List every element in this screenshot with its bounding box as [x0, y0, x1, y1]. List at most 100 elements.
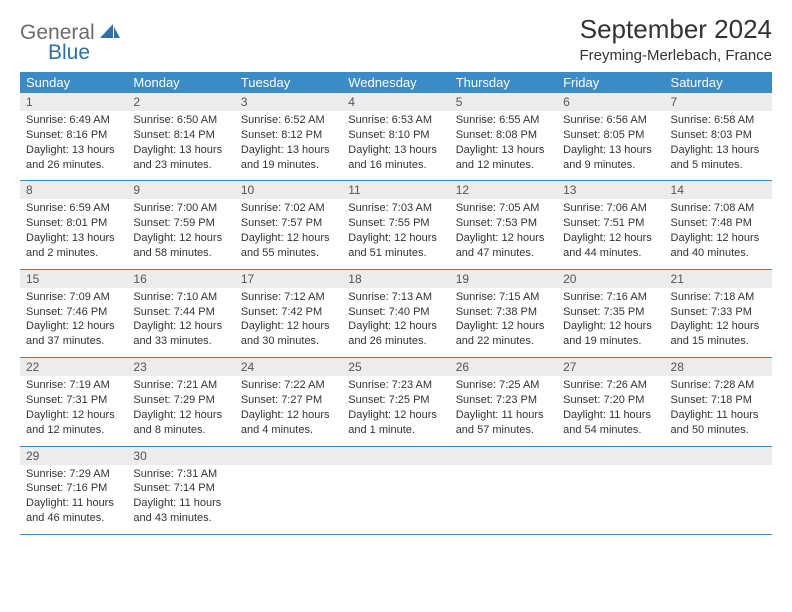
daylight-text: Daylight: 11 hours and 57 minutes. — [456, 408, 551, 438]
sunset-text: Sunset: 8:10 PM — [348, 128, 443, 143]
sunrise-text: Sunrise: 7:05 AM — [456, 201, 551, 216]
day-number: 2 — [127, 93, 234, 111]
calendar-cell: 10 Sunrise: 7:02 AMSunset: 7:57 PMDayligh… — [235, 181, 342, 269]
sunset-text: Sunset: 7:42 PM — [241, 305, 336, 320]
sunset-text: Sunset: 7:55 PM — [348, 216, 443, 231]
day-number: 26 — [450, 358, 557, 376]
sunset-text: Sunset: 7:38 PM — [456, 305, 551, 320]
sunset-text: Sunset: 8:16 PM — [26, 128, 121, 143]
daylight-text: Daylight: 11 hours and 43 minutes. — [133, 496, 228, 526]
daylight-text: Daylight: 12 hours and 19 minutes. — [563, 319, 658, 349]
calendar-cell: 3Sunrise: 6:52 AMSunset: 8:12 PMDaylight… — [235, 93, 342, 181]
daylight-text: Daylight: 12 hours and 44 minutes. — [563, 231, 658, 261]
sunset-text: Sunset: 8:01 PM — [26, 216, 121, 231]
daylight-text: Daylight: 12 hours and 15 minutes. — [671, 319, 766, 349]
sunrise-text: Sunrise: 7:12 AM — [241, 290, 336, 305]
daylight-text: Daylight: 12 hours and 8 minutes. — [133, 408, 228, 438]
sunrise-text: Sunrise: 7:29 AM — [26, 467, 121, 482]
day-number: 8 — [20, 181, 127, 199]
day-details: Sunrise: 7:10 AMSunset: 7:44 PMDaylight:… — [127, 288, 234, 357]
day-number: 11 — [342, 181, 449, 199]
daylight-text: Daylight: 11 hours and 46 minutes. — [26, 496, 121, 526]
title-block: September 2024 Freyming-Merlebach, Franc… — [579, 14, 772, 64]
sunset-text: Sunset: 7:48 PM — [671, 216, 766, 231]
calendar-cell — [450, 446, 557, 534]
day-details: Sunrise: 6:49 AMSunset: 8:16 PMDaylight:… — [20, 111, 127, 180]
sunset-text: Sunset: 7:20 PM — [563, 393, 658, 408]
day-number: 10 — [235, 181, 342, 199]
sunset-text: Sunset: 7:57 PM — [241, 216, 336, 231]
sunrise-text: Sunrise: 7:25 AM — [456, 378, 551, 393]
day-details: Sunrise: 7:19 AMSunset: 7:31 PMDaylight:… — [20, 376, 127, 445]
daylight-text: Daylight: 11 hours and 54 minutes. — [563, 408, 658, 438]
sunset-text: Sunset: 7:25 PM — [348, 393, 443, 408]
day-details: Sunrise: 6:55 AMSunset: 8:08 PMDaylight:… — [450, 111, 557, 180]
calendar-cell: 6 Sunrise: 6:56 AMSunset: 8:05 PMDaylight… — [557, 93, 664, 181]
calendar-cell: 4Sunrise: 6:53 AMSunset: 8:10 PMDaylight… — [342, 93, 449, 181]
sunrise-text: Sunrise: 7:16 AM — [563, 290, 658, 305]
sunrise-text: Sunrise: 7:06 AM — [563, 201, 658, 216]
day-details: Sunrise: 6:58 AMSunset: 8:03 PMDaylight:… — [665, 111, 772, 180]
day-details: Sunrise: 7:08 AMSunset: 7:48 PMDaylight:… — [665, 199, 772, 268]
calendar-cell: 8Sunrise: 6:59 AMSunset: 8:01 PMDaylight… — [20, 181, 127, 269]
sunset-text: Sunset: 8:12 PM — [241, 128, 336, 143]
day-details: Sunrise: 7:29 AMSunset: 7:16 PMDaylight:… — [20, 465, 127, 534]
day-details: Sunrise: 7:15 AMSunset: 7:38 PMDaylight:… — [450, 288, 557, 357]
day-number: 19 — [450, 270, 557, 288]
daylight-text: Daylight: 13 hours and 9 minutes. — [563, 143, 658, 173]
sunrise-text: Sunrise: 6:56 AM — [563, 113, 658, 128]
day-number: 27 — [557, 358, 664, 376]
day-details: Sunrise: 7:23 AMSunset: 7:25 PMDaylight:… — [342, 376, 449, 445]
day-details: Sunrise: 7:28 AMSunset: 7:18 PMDaylight:… — [665, 376, 772, 445]
day-number: 6 — [557, 93, 664, 111]
daylight-text: Daylight: 13 hours and 23 minutes. — [133, 143, 228, 173]
sunset-text: Sunset: 8:05 PM — [563, 128, 658, 143]
daylight-text: Daylight: 12 hours and 37 minutes. — [26, 319, 121, 349]
sunrise-text: Sunrise: 7:23 AM — [348, 378, 443, 393]
calendar-cell: 2Sunrise: 6:50 AMSunset: 8:14 PMDaylight… — [127, 93, 234, 181]
daylight-text: Daylight: 13 hours and 5 minutes. — [671, 143, 766, 173]
sunrise-text: Sunrise: 7:18 AM — [671, 290, 766, 305]
daylight-text: Daylight: 12 hours and 30 minutes. — [241, 319, 336, 349]
calendar-cell: 22Sunrise: 7:19 AMSunset: 7:31 PMDayligh… — [20, 358, 127, 446]
day-number: 30 — [127, 447, 234, 465]
daylight-text: Daylight: 12 hours and 12 minutes. — [26, 408, 121, 438]
calendar-cell: 15Sunrise: 7:09 AMSunset: 7:46 PMDayligh… — [20, 269, 127, 357]
day-number: 3 — [235, 93, 342, 111]
day-number: 23 — [127, 358, 234, 376]
day-number: 7 — [665, 93, 772, 111]
logo-text-block: General Blue — [20, 22, 121, 63]
day-number — [235, 447, 342, 465]
calendar-cell: 1Sunrise: 6:49 AMSunset: 8:16 PMDaylight… — [20, 93, 127, 181]
daylight-text: Daylight: 12 hours and 58 minutes. — [133, 231, 228, 261]
calendar-cell: 30Sunrise: 7:31 AMSunset: 7:14 PMDayligh… — [127, 446, 234, 534]
calendar-cell: 21Sunrise: 7:18 AMSunset: 7:33 PMDayligh… — [665, 269, 772, 357]
calendar-cell — [235, 446, 342, 534]
sunrise-text: Sunrise: 7:15 AM — [456, 290, 551, 305]
day-details: Sunrise: 6:52 AMSunset: 8:12 PMDaylight:… — [235, 111, 342, 180]
sunset-text: Sunset: 7:23 PM — [456, 393, 551, 408]
sunset-text: Sunset: 7:44 PM — [133, 305, 228, 320]
daylight-text: Daylight: 12 hours and 55 minutes. — [241, 231, 336, 261]
page-subtitle: Freyming-Merlebach, France — [579, 47, 772, 64]
day-details: Sunrise: 7:16 AMSunset: 7:35 PMDaylight:… — [557, 288, 664, 357]
day-number: 1 — [20, 93, 127, 111]
day-number: 16 — [127, 270, 234, 288]
brand-logo: General Blue — [20, 14, 121, 63]
sunrise-text: Sunrise: 7:22 AM — [241, 378, 336, 393]
calendar-week-row: 22Sunrise: 7:19 AMSunset: 7:31 PMDayligh… — [20, 358, 772, 446]
sunrise-text: Sunrise: 7:31 AM — [133, 467, 228, 482]
day-number: 9 — [127, 181, 234, 199]
sunrise-text: Sunrise: 7:02 AM — [241, 201, 336, 216]
daylight-text: Daylight: 13 hours and 2 minutes. — [26, 231, 121, 261]
sunrise-text: Sunrise: 7:13 AM — [348, 290, 443, 305]
calendar-cell: 25Sunrise: 7:23 AMSunset: 7:25 PMDayligh… — [342, 358, 449, 446]
sunset-text: Sunset: 7:59 PM — [133, 216, 228, 231]
daylight-text: Daylight: 13 hours and 16 minutes. — [348, 143, 443, 173]
day-header: Saturday — [665, 72, 772, 93]
daylight-text: Daylight: 12 hours and 22 minutes. — [456, 319, 551, 349]
sunrise-text: Sunrise: 6:49 AM — [26, 113, 121, 128]
daylight-text: Daylight: 13 hours and 12 minutes. — [456, 143, 551, 173]
day-number: 17 — [235, 270, 342, 288]
day-header: Monday — [127, 72, 234, 93]
